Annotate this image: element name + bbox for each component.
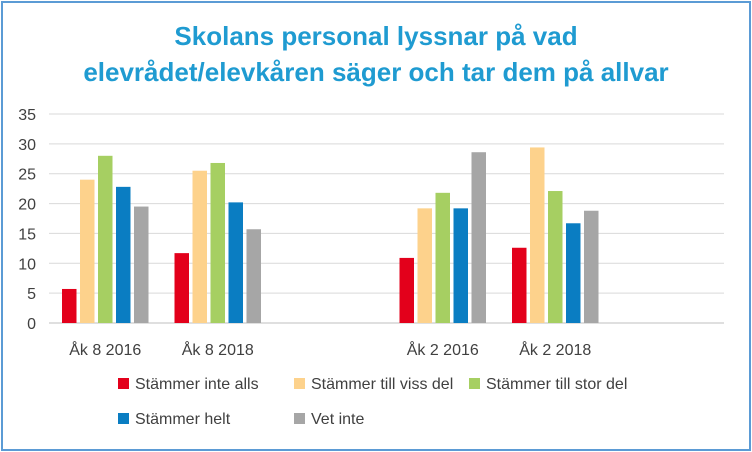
y-tick-label: 30 (18, 137, 36, 154)
bar (471, 152, 486, 323)
x-category-label: Åk 8 2016 (69, 340, 141, 359)
legend-label: Stämmer till viss del (311, 376, 453, 393)
bar (246, 229, 261, 323)
bar (210, 162, 225, 323)
bar (174, 253, 189, 323)
legend: Stämmer inte alls Stämmer till viss del St… (118, 376, 627, 428)
bar (116, 186, 131, 323)
bar (512, 247, 527, 323)
legend-swatch (294, 378, 305, 389)
legend-swatch (294, 413, 305, 424)
legend-swatch (469, 378, 480, 389)
y-tick-label: 10 (18, 256, 36, 273)
gridlines (49, 113, 724, 324)
y-tick-label: 25 (18, 167, 36, 184)
bar (192, 170, 207, 323)
bar (228, 202, 243, 323)
bar (417, 208, 432, 323)
y-tick-label: 35 (18, 107, 36, 124)
y-tick-label: 5 (27, 286, 36, 303)
bars (62, 147, 599, 323)
bar (80, 179, 95, 323)
bar (399, 257, 414, 323)
bar (98, 155, 113, 323)
y-tick-label: 15 (18, 226, 36, 243)
x-category-label: Åk 8 2018 (182, 340, 254, 359)
bar (134, 206, 149, 323)
y-tick-label: 20 (18, 197, 36, 214)
bar (62, 288, 77, 323)
chart-title-line-1: Skolans personal lyssnar på vad (174, 21, 578, 51)
legend-label: Stämmer till stor del (486, 376, 627, 393)
bar (584, 210, 599, 323)
legend-swatch (118, 413, 129, 424)
legend-label: Stämmer inte alls (135, 376, 259, 393)
x-category-label: Åk 2 2016 (407, 340, 479, 359)
bar (453, 208, 468, 323)
bar (548, 191, 563, 323)
bar (435, 192, 450, 323)
x-axis: Åk 8 2016 Åk 8 2018 Åk 2 2016 Åk 2 2018 (69, 340, 591, 359)
chart-title: Skolans personal lyssnar på vad elevråde… (0, 18, 752, 90)
chart-title-line-2: elevrådet/elevkåren säger och tar dem på… (83, 57, 669, 87)
legend-label: Stämmer helt (135, 411, 231, 428)
y-axis: 0 5 10 15 20 25 30 35 (18, 107, 36, 333)
y-tick-label: 0 (27, 316, 36, 333)
bar (530, 147, 545, 323)
legend-swatch (118, 378, 129, 389)
legend-label: Vet inte (311, 411, 364, 428)
bar (566, 223, 581, 323)
x-category-label: Åk 2 2018 (519, 340, 591, 359)
